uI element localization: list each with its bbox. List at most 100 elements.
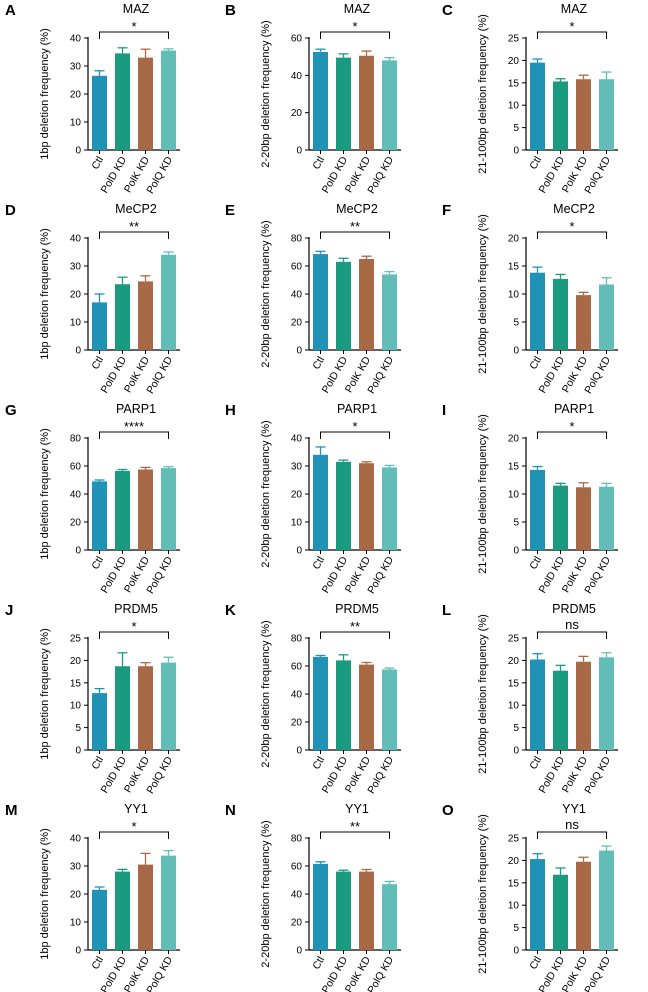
panel-f: F MeCP2 21-100bp deletion frequency (%) 0 5 1…: [442, 202, 618, 396]
significance-bracket: [320, 231, 390, 239]
chart-title: MeCP2: [115, 202, 157, 216]
panel-i: I PARP1 21-100bp deletion frequency (%) 0 5 1…: [442, 402, 618, 596]
bar-ctl: [530, 659, 545, 750]
y-tick-label: 15: [70, 678, 82, 689]
y-tick-label: 0: [296, 346, 302, 357]
y-tick-label: 15: [508, 462, 520, 473]
category-label: Ctl: [527, 155, 544, 172]
bar-polq-kd: [161, 662, 176, 750]
panel-j: J PRDM5 1bp deletion frequency (%) 0 5 10 15 20…: [5, 602, 180, 796]
panel-h: H PARP1 2-20bp deletion frequency (%) 0 10 20…: [225, 402, 401, 596]
bar-pold-kd: [115, 666, 130, 750]
y-tick-label: 60: [291, 862, 303, 873]
y-tick-label: 60: [291, 34, 303, 45]
bar-ctl: [92, 693, 107, 750]
y-axis-label: 1bp deletion frequency (%): [39, 828, 51, 959]
bar-polk-kd: [359, 259, 374, 350]
y-tick-label: 10: [70, 118, 82, 129]
chart-title: YY1: [345, 802, 369, 816]
bar-pold-kd: [336, 261, 351, 350]
y-tick-label: 30: [70, 862, 82, 873]
y-tick-label: 20: [291, 490, 303, 501]
bar-pold-kd: [115, 470, 130, 550]
y-tick-label: 0: [513, 146, 519, 157]
y-tick-label: 0: [296, 546, 302, 557]
significance-bracket: [99, 631, 169, 639]
bar-polk-kd: [359, 463, 374, 550]
bar-pold-kd: [336, 461, 351, 550]
bar-pold-kd: [553, 670, 568, 750]
panel-letter: H: [225, 402, 236, 419]
y-tick-label: 0: [296, 146, 302, 157]
significance-bracket: [320, 631, 390, 639]
bar-polk-kd: [359, 55, 374, 150]
bar-ctl: [530, 272, 545, 350]
bar-polk-kd: [576, 487, 591, 550]
panel-l: L PRDM5 21-100bp deletion frequency (%) 0 5 1…: [442, 602, 618, 796]
category-label: Ctl: [89, 555, 106, 572]
panel-n: N YY1 2-20bp deletion frequency (%) 0 20 40 60…: [225, 802, 401, 992]
y-tick-label: 40: [70, 234, 82, 245]
panel-letter: L: [442, 602, 451, 619]
y-tick-label: 30: [291, 462, 303, 473]
significance-label: ns: [565, 617, 579, 632]
y-tick-label: 40: [291, 290, 303, 301]
panel-letter: N: [225, 802, 236, 819]
bar-pold-kd: [115, 53, 130, 150]
y-tick-label: 20: [291, 318, 303, 329]
y-tick-label: 10: [508, 101, 520, 112]
bar-polk-kd: [138, 281, 153, 350]
bar-polq-kd: [599, 657, 614, 750]
y-axis-label: 1bp deletion frequency (%): [39, 628, 51, 759]
significance-label: ns: [565, 817, 579, 832]
bar-polq-kd: [382, 467, 397, 550]
y-axis-label: 2-20bp deletion frequency (%): [260, 420, 272, 567]
bar-pold-kd: [336, 57, 351, 150]
y-tick-label: 10: [70, 701, 82, 712]
chart-title: MeCP2: [553, 202, 595, 216]
bar-pold-kd: [553, 278, 568, 350]
significance-label: ****: [124, 419, 144, 434]
panel-d: D MeCP2 1bp deletion frequency (%) 0 10 20 30 4…: [5, 202, 180, 396]
bar-pold-kd: [115, 284, 130, 350]
panel-letter: J: [5, 602, 13, 619]
y-tick-label: 20: [508, 234, 520, 245]
panel-k: K PRDM5 2-20bp deletion frequency (%) 0 20 40…: [225, 602, 401, 796]
bar-polq-kd: [599, 79, 614, 150]
significance-bracket: [537, 431, 607, 439]
y-tick-label: 40: [70, 34, 82, 45]
bar-polk-kd: [138, 469, 153, 550]
chart-title: YY1: [124, 802, 148, 816]
category-label: Ctl: [527, 555, 544, 572]
y-tick-label: 5: [513, 123, 519, 134]
y-axis-label: 1bp deletion frequency (%): [39, 428, 51, 559]
chart-title: PARP1: [337, 402, 377, 416]
y-axis-label: 1bp deletion frequency (%): [39, 228, 51, 359]
y-tick-label: 40: [70, 834, 82, 845]
category-label: Ctl: [310, 955, 327, 972]
bar-polq-kd: [161, 468, 176, 550]
bar-polq-kd: [161, 254, 176, 350]
y-axis-label: 21-100bp deletion frequency (%): [477, 14, 489, 174]
category-label: Ctl: [527, 755, 544, 772]
category-label: Ctl: [89, 355, 106, 372]
y-tick-label: 30: [70, 262, 82, 273]
significance-bracket: [99, 231, 169, 239]
bar-polk-kd: [138, 864, 153, 950]
y-tick-label: 20: [70, 656, 82, 667]
significance-bracket: [537, 831, 607, 839]
chart-title: MAZ: [123, 2, 150, 16]
y-tick-label: 10: [508, 290, 520, 301]
significance-bracket: [537, 31, 607, 39]
bar-polk-kd: [576, 295, 591, 350]
panel-letter: D: [5, 202, 16, 219]
bar-polk-kd: [359, 871, 374, 950]
bar-polq-kd: [382, 669, 397, 750]
y-tick-label: 10: [291, 518, 303, 529]
y-axis-label: 2-20bp deletion frequency (%): [260, 620, 272, 767]
panel-c: C MAZ 21-100bp deletion frequency (%) 0 5 10 1…: [442, 2, 618, 196]
bar-polk-kd: [576, 861, 591, 950]
bar-polq-kd: [382, 274, 397, 350]
y-tick-label: 25: [70, 634, 82, 645]
